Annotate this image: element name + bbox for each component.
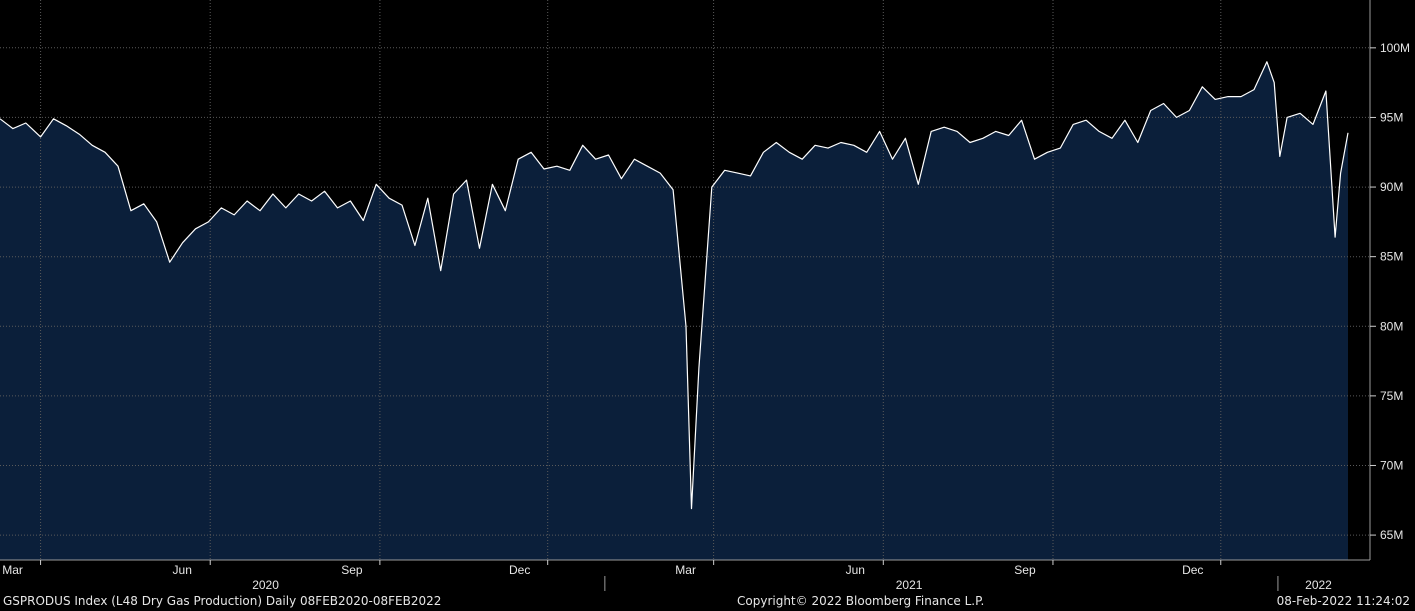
chart-footer: GSPRODUS Index (L48 Dry Gas Production) … [0, 592, 1415, 611]
y-tick-label: 75M [1380, 389, 1403, 403]
x-tick-label: Mar [675, 563, 696, 577]
grid [0, 0, 1370, 560]
y-tick-label: 80M [1380, 319, 1403, 333]
y-tick-label: 90M [1380, 180, 1403, 194]
axes: 65M 70M 75M 80M 85M 90M 95M 100M Mar Jun Sep Dec Mar… [0, 0, 1410, 592]
x-tick-label: Sep [1014, 563, 1036, 577]
x-tick-label: Sep [341, 563, 363, 577]
y-tick-label: 100M [1380, 41, 1410, 55]
y-tick-label: 85M [1380, 250, 1403, 264]
series-line [0, 61, 1349, 510]
series-area [0, 61, 1348, 561]
footer-timestamp: 08-Feb-2022 11:24:02 [1276, 594, 1410, 608]
year-label: 2021 [896, 578, 923, 592]
y-tick-label: 70M [1380, 458, 1403, 472]
x-tick-label: Jun [173, 563, 192, 577]
x-tick-label: Mar [2, 563, 23, 577]
year-label: 2020 [252, 578, 279, 592]
year-label: 2022 [1305, 578, 1332, 592]
y-tick-label: 65M [1380, 528, 1403, 542]
footer-security-description: GSPRODUS Index (L48 Dry Gas Production) … [3, 594, 442, 608]
x-tick-label: Dec [509, 563, 530, 577]
chart-canvas: 65M 70M 75M 80M 85M 90M 95M 100M Mar Jun Sep Dec Mar… [0, 0, 1410, 592]
x-tick-label: Jun [846, 563, 865, 577]
y-tick-label: 95M [1380, 110, 1403, 124]
footer-copyright: Copyright© 2022 Bloomberg Finance L.P. [737, 594, 985, 608]
x-tick-label: Dec [1182, 563, 1203, 577]
